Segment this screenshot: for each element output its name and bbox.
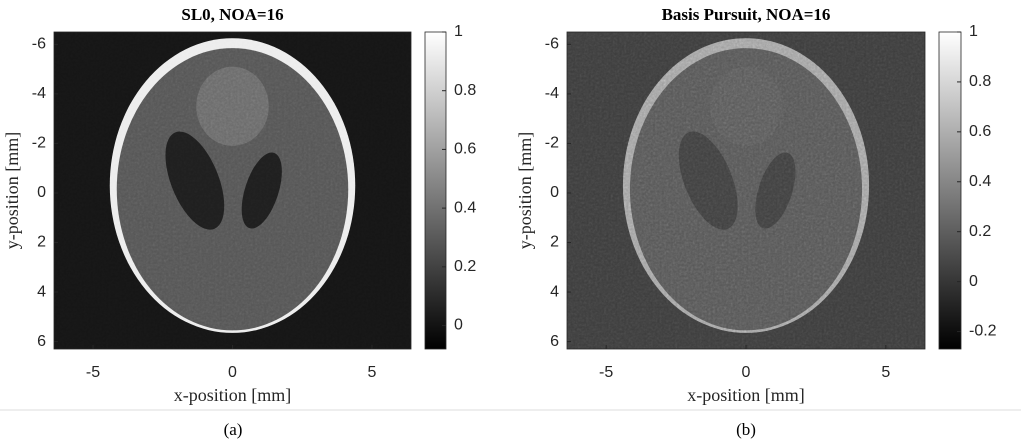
y-tick-label: 0 (37, 184, 46, 201)
image (54, 32, 411, 349)
y-tick-label: 0 (550, 184, 559, 201)
y-tick-label: -2 (545, 135, 559, 152)
colorbar (938, 31, 962, 350)
colorbar-tick-label: 1 (454, 23, 463, 40)
y-axis-label: y-position [mm] (515, 132, 535, 250)
x-tick-label: 0 (742, 364, 751, 381)
chart-title: SL0, NOA=16 (181, 5, 283, 24)
y-tick-label: -4 (545, 85, 559, 102)
colorbar-tick-label: 0.8 (969, 73, 991, 90)
y-tick-label: 2 (37, 234, 46, 251)
image-noise (54, 32, 411, 349)
colorbar-tick-label: -0.2 (969, 323, 997, 340)
colorbar-tick-label: 0.6 (454, 141, 476, 158)
x-tick-label: -5 (599, 364, 613, 381)
x-axis-label: x-position [mm] (174, 385, 292, 405)
colorbar-tick-label: 0.8 (454, 82, 476, 99)
colorbar-tick-label: 0 (969, 273, 978, 290)
y-tick-label: -6 (32, 36, 46, 53)
chart-title: Basis Pursuit, NOA=16 (662, 5, 831, 24)
x-tick-label: 5 (881, 364, 890, 381)
y-tick-label: -4 (32, 85, 46, 102)
y-tick-label: 4 (37, 283, 46, 300)
y-tick-label: 2 (550, 234, 559, 251)
colorbar-tick-label: 0.4 (454, 199, 476, 216)
image (567, 32, 925, 349)
caption: (b) (736, 420, 756, 439)
y-tick-label: -2 (32, 135, 46, 152)
y-tick-label: 6 (37, 333, 46, 350)
colorbar (424, 31, 447, 350)
x-tick-label: 5 (368, 364, 377, 381)
colorbar-tick-label: 0.4 (969, 173, 991, 190)
x-tick-label: 0 (228, 364, 237, 381)
y-tick-label: -6 (545, 36, 559, 53)
colorbar-tick-label: 0.6 (969, 123, 991, 140)
y-axis-label: y-position [mm] (2, 132, 22, 250)
colorbar-tick-label: 0.2 (454, 258, 476, 275)
colorbar-tick-label: 0.2 (969, 223, 991, 240)
x-axis-label: x-position [mm] (687, 385, 805, 405)
image-noise (567, 32, 925, 349)
y-tick-label: 4 (550, 283, 559, 300)
colorbar-tick-label: 1 (969, 23, 978, 40)
x-tick-label: -5 (86, 364, 100, 381)
y-tick-label: 6 (550, 333, 559, 350)
caption: (a) (224, 420, 243, 439)
colorbar-tick-label: 0 (454, 317, 463, 334)
